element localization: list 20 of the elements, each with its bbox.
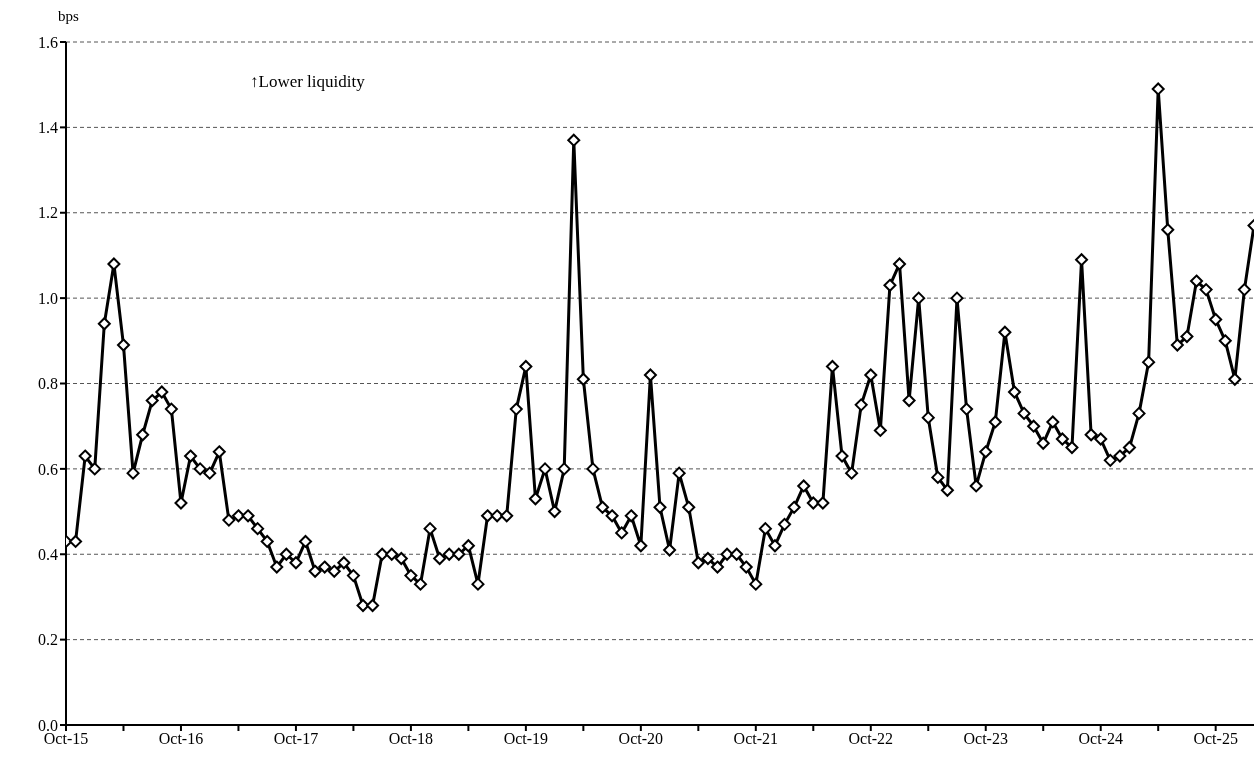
x-tick-label: Oct-21 bbox=[733, 730, 779, 748]
annotation: ↑Lower liquidity bbox=[250, 72, 365, 92]
x-tick-label: Oct-22 bbox=[848, 730, 893, 748]
x-tick-label: Oct-16 bbox=[158, 730, 204, 748]
x-tick-label: Oct-19 bbox=[503, 730, 549, 748]
x-tick-label: Oct-25 bbox=[1193, 730, 1238, 748]
y-tick-label: 1.6 bbox=[38, 33, 58, 51]
x-tick-label: Oct-24 bbox=[1078, 730, 1123, 748]
y-tick-label: 0.8 bbox=[38, 375, 58, 393]
y-tick-label: 1.0 bbox=[38, 289, 58, 307]
y-axis-title: bps bbox=[58, 8, 79, 25]
y-tick-label: 1.2 bbox=[38, 204, 58, 222]
x-tick-label: Oct-17 bbox=[273, 730, 319, 748]
y-tick-label: 0.6 bbox=[38, 460, 58, 478]
x-tick-label: Oct-20 bbox=[618, 730, 664, 748]
y-tick-label: 1.4 bbox=[38, 119, 58, 137]
x-tick-label: Oct-18 bbox=[388, 730, 434, 748]
y-tick-label: 0.2 bbox=[38, 631, 58, 649]
y-tick-label: 0.4 bbox=[38, 545, 58, 563]
x-tick-label: Oct-23 bbox=[963, 730, 1008, 748]
